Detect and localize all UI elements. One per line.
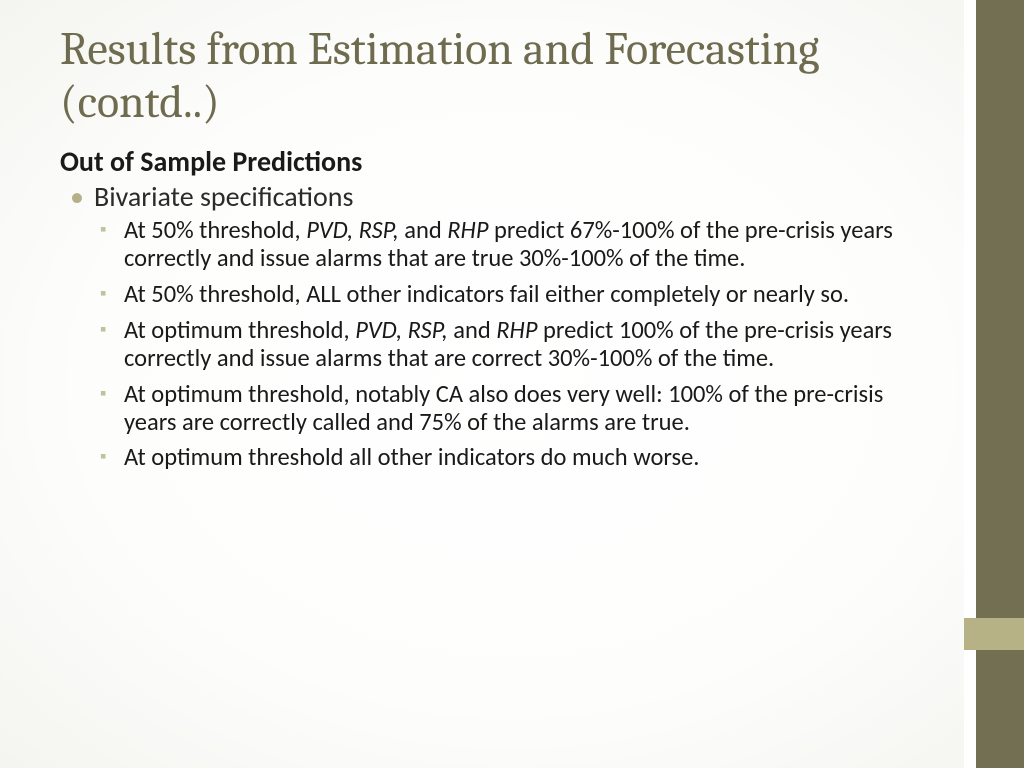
l2-text: At optimum threshold,: [124, 315, 355, 345]
l1-item-label: Bivariate specifications: [94, 179, 353, 214]
sidebar-stripe-gap: [964, 0, 976, 768]
slide-subheading: Out of Sample Predictions: [60, 144, 964, 179]
l2-item: At 50% threshold, ALL other indicators f…: [94, 281, 964, 309]
l2-text: At 50% threshold, ALL other indicators f…: [124, 279, 849, 309]
l2-text: and: [448, 315, 497, 345]
l2-text: At 50% threshold,: [124, 215, 306, 245]
l2-text-italic: PVD, RSP,: [306, 215, 398, 245]
sidebar-stripe-dark: [976, 0, 1024, 768]
l2-text: At optimum threshold all other indicator…: [124, 442, 700, 472]
l2-text-italic: RHP: [496, 315, 537, 345]
l2-item: At optimum threshold, notably CA also do…: [94, 381, 964, 437]
l2-item: At optimum threshold, PVD, RSP, and RHP …: [94, 317, 964, 373]
l2-text: At optimum threshold, notably CA also do…: [124, 379, 883, 437]
l2-item: At optimum threshold all other indicator…: [94, 444, 964, 472]
bullet-list-level2: At 50% threshold, PVD, RSP, and RHP pred…: [94, 217, 964, 472]
l2-text-italic: PVD, RSP,: [355, 315, 447, 345]
bullet-list-level1: Bivariate specifications At 50% threshol…: [60, 181, 964, 473]
l1-item: Bivariate specifications At 50% threshol…: [66, 181, 964, 473]
l2-item: At 50% threshold, PVD, RSP, and RHP pred…: [94, 217, 964, 273]
l2-text-italic: RHP: [447, 215, 488, 245]
l2-text: and: [399, 215, 448, 245]
slide-title: Results from Estimation and Forecasting …: [60, 24, 964, 130]
slide: Results from Estimation and Forecasting …: [0, 0, 1024, 768]
sidebar-accent-block: [964, 618, 1024, 650]
